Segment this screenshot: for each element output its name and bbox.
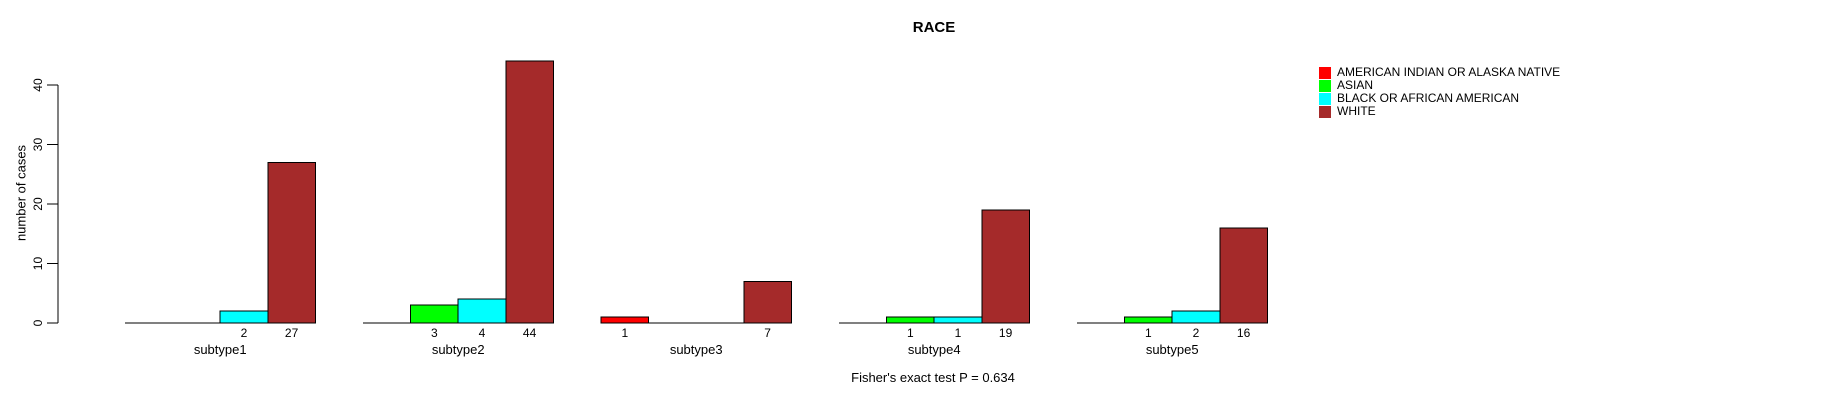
bar (933, 316, 983, 324)
legend-item: AMERICAN INDIAN OR ALASKA NATIVE (1319, 66, 1560, 79)
y-axis-label: number of cases (14, 144, 29, 241)
bar-value-label: 19 (999, 326, 1013, 340)
legend-label: ASIAN (1337, 78, 1374, 92)
bar (1124, 316, 1173, 324)
y-tick-label: 40 (31, 78, 45, 92)
y-tick-label: 30 (31, 138, 45, 152)
bar (267, 161, 316, 324)
legend: AMERICAN INDIAN OR ALASKA NATIVE ASIAN BLA… (1319, 66, 1560, 118)
bar-value-label: 2 (1193, 326, 1200, 340)
bar (743, 280, 792, 324)
bar (505, 60, 554, 324)
y-tick-label: 10 (31, 257, 45, 271)
bar-value-label: 1 (955, 326, 962, 340)
bar-value-label: 16 (1237, 326, 1251, 340)
bar-value-label: 7 (764, 326, 771, 340)
bar-value-label: 44 (523, 326, 537, 340)
bar-value-label: 1 (907, 326, 914, 340)
legend-swatch (1319, 66, 1331, 79)
bar (1171, 310, 1221, 324)
legend-label: BLACK OR AFRICAN AMERICAN (1337, 91, 1520, 105)
bar (410, 304, 459, 324)
bar (457, 298, 507, 324)
bar (219, 310, 269, 324)
bar (886, 316, 935, 324)
bar (1219, 227, 1268, 324)
bar-value-label: 3 (431, 326, 438, 340)
group-label: subtype1 (194, 342, 247, 357)
bar-value-label: 4 (479, 326, 486, 340)
group-label: subtype3 (670, 342, 723, 357)
legend-swatch (1319, 105, 1331, 118)
bar-value-label: 1 (1145, 326, 1152, 340)
chart-title: RACE (912, 19, 956, 36)
legend-item: BLACK OR AFRICAN AMERICAN (1319, 92, 1560, 105)
y-tick-label: 20 (31, 197, 45, 211)
group-label: subtype5 (1146, 342, 1199, 357)
group-label: subtype2 (432, 342, 485, 357)
legend-item: ASIAN (1319, 79, 1560, 92)
legend-swatch (1319, 92, 1331, 105)
footnote-fisher-test: Fisher's exact test P = 0.634 (851, 370, 1015, 385)
bar-value-label: 27 (285, 326, 299, 340)
bar-value-label: 2 (241, 326, 248, 340)
legend-item: WHITE (1319, 105, 1560, 118)
legend-label: WHITE (1337, 104, 1376, 118)
bar (981, 209, 1030, 324)
y-tick-label: 0 (31, 319, 45, 326)
group-label: subtype4 (908, 342, 961, 357)
bar (600, 316, 650, 324)
bar-value-label: 1 (621, 326, 628, 340)
legend-label: AMERICAN INDIAN OR ALASKA NATIVE (1337, 65, 1561, 79)
legend-swatch (1319, 79, 1331, 92)
